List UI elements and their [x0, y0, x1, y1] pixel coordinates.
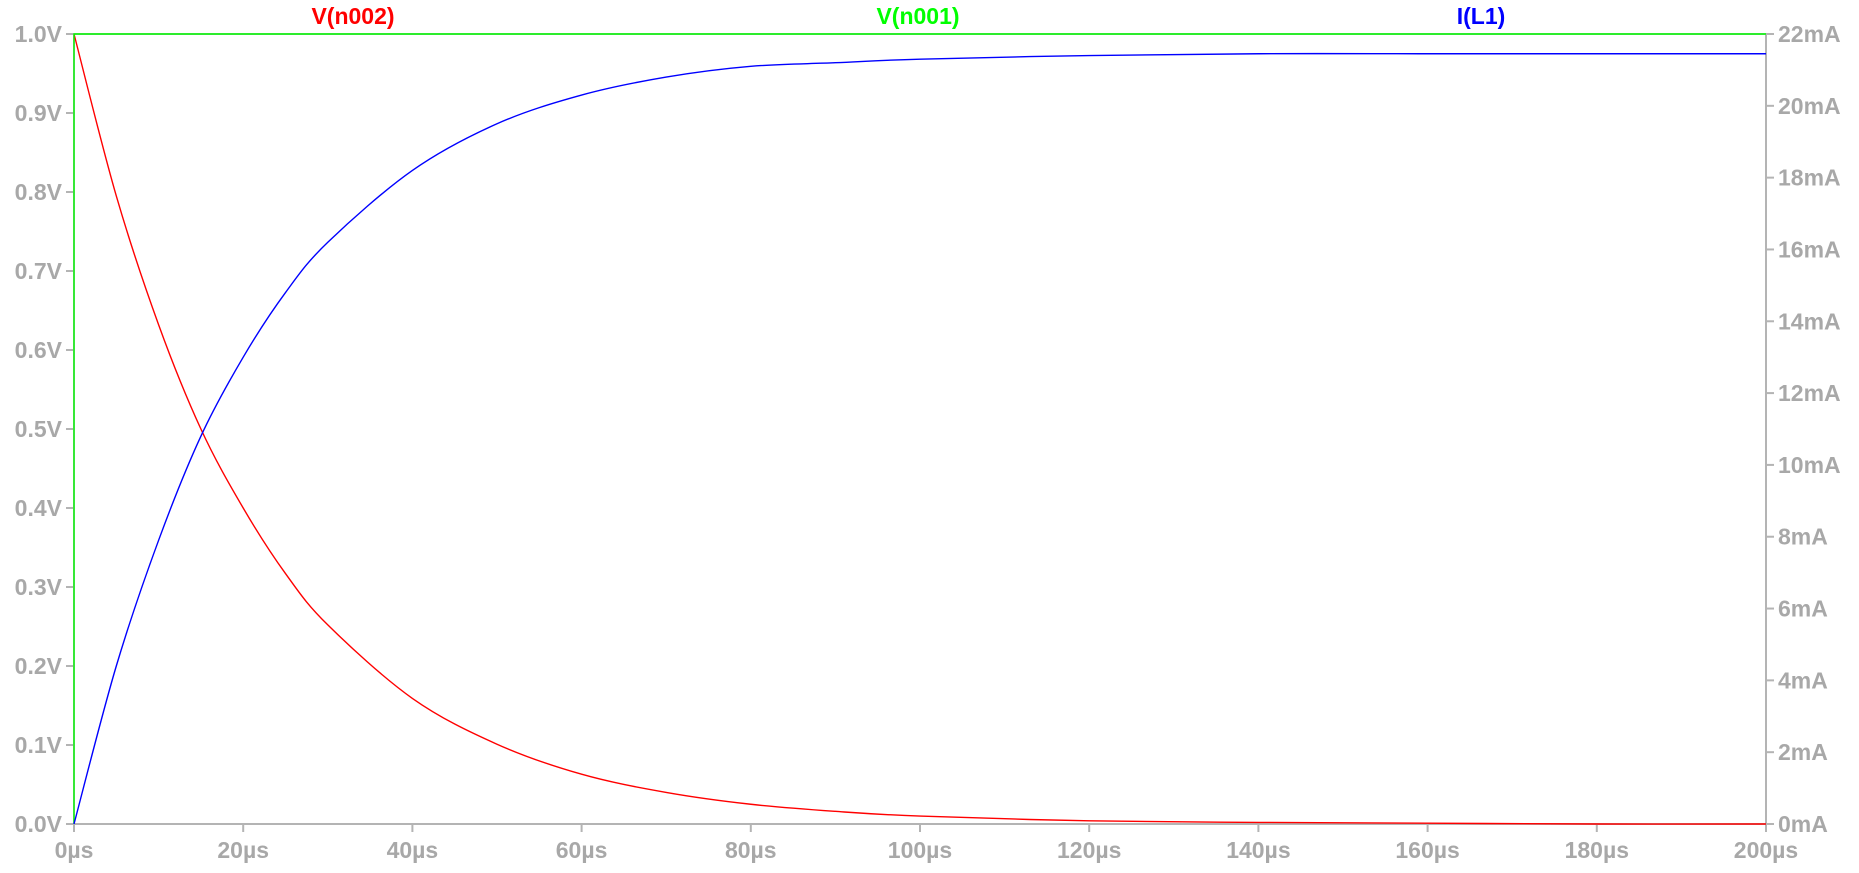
y-right-tick-label: 2mA [1778, 739, 1828, 765]
y-right-tick-label: 22mA [1778, 21, 1841, 47]
y-right-tick-label: 4mA [1778, 667, 1828, 693]
x-axis: 0µs 20µs 40µs 60µs 80µs 100µs 120µs 140µs 160µs 1… [55, 824, 1798, 863]
y-right-tick-label: 12mA [1778, 380, 1841, 406]
x-tick-label: 120µs [1057, 837, 1121, 863]
y-left-tick-label: 0.1V [15, 732, 63, 758]
y-left-tick-label: 1.0V [15, 21, 63, 47]
legend-i-l1[interactable]: I(L1) [1457, 3, 1506, 29]
y-left-tick-label: 0.5V [15, 416, 63, 442]
y-left-tick-label: 0.7V [15, 258, 63, 284]
y-right-tick-label: 14mA [1778, 308, 1841, 334]
y-right-tick-label: 16mA [1778, 236, 1841, 262]
y-left-tick-label: 0.9V [15, 100, 63, 126]
x-tick-label: 80µs [725, 837, 777, 863]
y-right-tick-label: 6mA [1778, 596, 1828, 622]
legend: V(n002) V(n001) I(L1) [311, 3, 1505, 29]
traces [73, 33, 1767, 825]
x-tick-label: 60µs [556, 837, 608, 863]
trace-i-l1 [73, 52, 1766, 825]
y-right-tick-label: 0mA [1778, 811, 1828, 837]
trace-v-n001 [73, 33, 1766, 824]
y-left-tick-label: 0.0V [15, 811, 63, 837]
plot-frame [73, 33, 1767, 825]
x-tick-label: 180µs [1565, 837, 1629, 863]
x-tick-label: 20µs [217, 837, 269, 863]
x-tick-label: 40µs [387, 837, 439, 863]
y-axis-right: 0mA 2mA 4mA 6mA 8mA 10mA 12mA 14mA 16mA 18mA 20mA 2… [1766, 21, 1841, 837]
x-tick-label: 200µs [1734, 837, 1798, 863]
x-tick-label: 100µs [888, 837, 952, 863]
y-left-tick-label: 0.6V [15, 337, 63, 363]
y-axis-left: 0.0V 0.1V 0.2V 0.3V 0.4V 0.5V 0.6V 0.7V 0.8V 0.9V… [15, 21, 74, 837]
x-tick-label: 0µs [55, 837, 94, 863]
y-right-tick-label: 18mA [1778, 165, 1841, 191]
y-left-tick-label: 0.3V [15, 574, 63, 600]
y-right-tick-label: 10mA [1778, 452, 1841, 478]
legend-v-n001[interactable]: V(n001) [876, 3, 959, 29]
x-tick-label: 140µs [1226, 837, 1290, 863]
trace-v-n002 [73, 33, 1767, 825]
y-right-tick-label: 8mA [1778, 524, 1828, 550]
x-tick-label: 160µs [1395, 837, 1459, 863]
y-left-tick-label: 0.4V [15, 495, 63, 521]
y-left-tick-label: 0.2V [15, 653, 63, 679]
y-left-tick-label: 0.8V [15, 179, 63, 205]
legend-v-n002[interactable]: V(n002) [311, 3, 394, 29]
y-right-tick-label: 20mA [1778, 93, 1841, 119]
